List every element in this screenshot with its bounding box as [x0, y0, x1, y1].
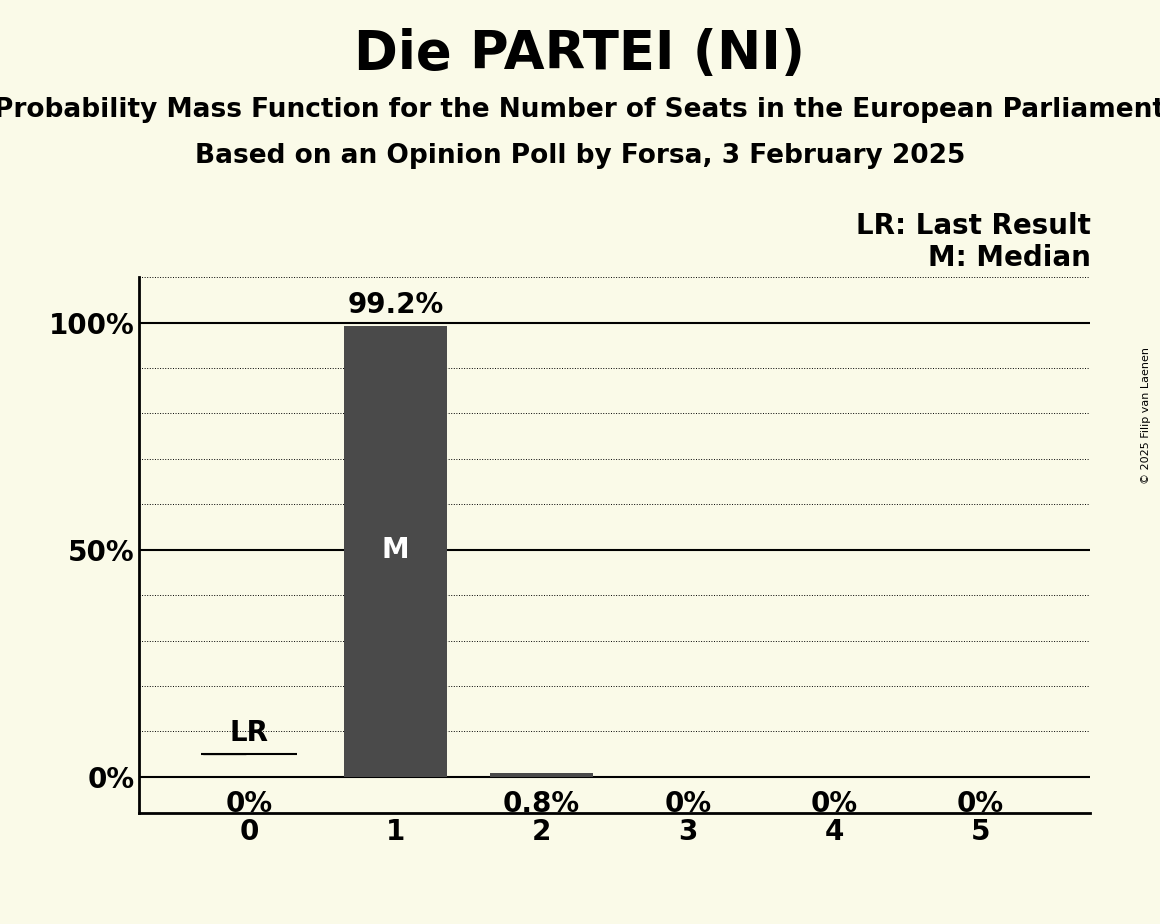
Text: M: Median: M: Median [928, 244, 1090, 272]
Text: 0.8%: 0.8% [503, 790, 580, 819]
Text: LR: Last Result: LR: Last Result [856, 212, 1090, 239]
Text: © 2025 Filip van Laenen: © 2025 Filip van Laenen [1141, 347, 1151, 484]
Text: 0%: 0% [225, 790, 273, 819]
Text: 0%: 0% [665, 790, 711, 819]
Text: LR: LR [230, 719, 268, 748]
Text: Probability Mass Function for the Number of Seats in the European Parliament: Probability Mass Function for the Number… [0, 97, 1160, 123]
Text: M: M [382, 536, 409, 564]
Text: 0%: 0% [811, 790, 858, 819]
Text: 99.2%: 99.2% [347, 291, 443, 320]
Bar [491, 773, 593, 777]
Text: 0%: 0% [957, 790, 1005, 819]
Text: Die PARTEI (NI): Die PARTEI (NI) [355, 28, 805, 79]
Bar [345, 326, 447, 777]
Text: Based on an Opinion Poll by Forsa, 3 February 2025: Based on an Opinion Poll by Forsa, 3 Feb… [195, 143, 965, 169]
